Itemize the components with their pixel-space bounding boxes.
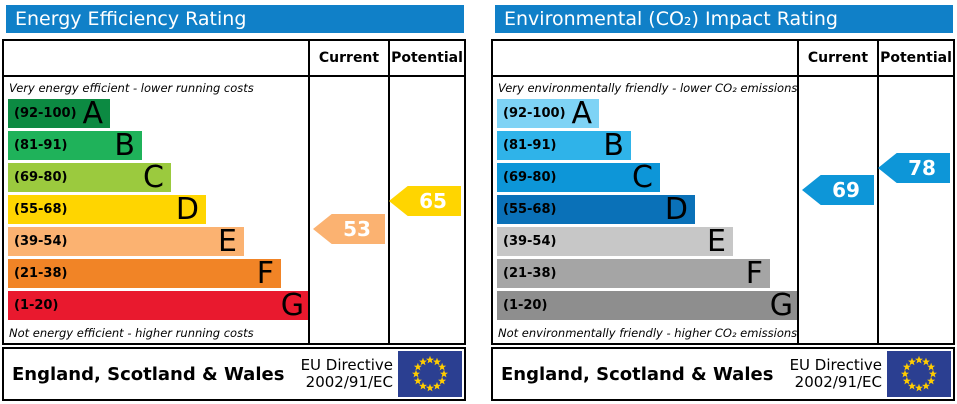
rating-table: Current Potential Very energy efficient … xyxy=(2,39,466,345)
band-range-label: (81-91) xyxy=(503,138,557,153)
band-row-c: (69-80) C xyxy=(497,160,660,195)
band-letter: F xyxy=(256,256,274,291)
current-column: 69 xyxy=(797,77,877,343)
panel-title: Energy Efficiency Rating xyxy=(6,5,464,33)
rating-table: Current Potential Very environmentally f… xyxy=(491,39,955,345)
panel-footer: England, Scotland & Wales EU Directive 2… xyxy=(491,347,955,401)
potential-rating-arrow: 65 xyxy=(389,186,461,216)
band-row-b: (81-91) B xyxy=(8,128,142,163)
band-row-e: (39-54) E xyxy=(8,224,244,259)
header-blank-cell xyxy=(4,41,308,77)
potential-column-header: Potential xyxy=(388,41,464,77)
band-range-label: (55-68) xyxy=(503,202,557,217)
band-row-a: (92-100) A xyxy=(497,96,599,131)
band-range-label: (39-54) xyxy=(14,234,68,249)
band-letter: E xyxy=(707,224,726,259)
top-note: Very environmentally friendly - lower CO… xyxy=(498,81,797,95)
region-label: England, Scotland & Wales xyxy=(12,363,285,385)
band-letter: D xyxy=(664,192,688,227)
bottom-note: Not energy efficient - higher running co… xyxy=(9,326,254,340)
potential-rating-value: 65 xyxy=(419,189,447,213)
band-range-label: (39-54) xyxy=(503,234,557,249)
band-range-label: (55-68) xyxy=(14,202,68,217)
band-list: (92-100) A (81-91) B (69-80) C (55-68) D (39-54)… xyxy=(493,96,797,323)
band-range-label: (81-91) xyxy=(14,138,68,153)
band-range-label: (21-38) xyxy=(503,266,557,281)
band-letter: C xyxy=(143,160,164,195)
band-letter: G xyxy=(280,288,304,323)
panel-title: Environmental (CO₂) Impact Rating xyxy=(495,5,953,33)
top-note: Very energy efficient - lower running co… xyxy=(9,81,254,95)
band-row-g: (1-20) G xyxy=(8,288,308,323)
current-column: 53 xyxy=(308,77,388,343)
current-rating-arrow: 53 xyxy=(313,214,385,244)
current-rating-arrow: 69 xyxy=(802,175,874,205)
band-letter: C xyxy=(632,160,653,195)
current-rating-value: 53 xyxy=(343,217,371,241)
band-list: (92-100) A (81-91) B (69-80) C (55-68) D (39-54)… xyxy=(4,96,308,323)
eu-directive-label: EU Directive 2002/91/EC xyxy=(301,357,398,391)
eu-flag-icon xyxy=(887,351,951,397)
potential-column-header: Potential xyxy=(877,41,953,77)
band-range-label: (21-38) xyxy=(14,266,68,281)
band-row-d: (55-68) D xyxy=(8,192,206,227)
band-ladder-area: Very environmentally friendly - lower CO… xyxy=(493,77,797,343)
band-range-label: (69-80) xyxy=(503,170,557,185)
current-rating-value: 69 xyxy=(832,178,860,202)
band-letter: B xyxy=(114,128,135,163)
band-letter: A xyxy=(82,96,103,131)
eu-directive-line1: EU Directive xyxy=(300,356,393,374)
band-range-label: (92-100) xyxy=(14,106,77,121)
potential-column: 78 xyxy=(877,77,953,343)
band-letter: E xyxy=(218,224,237,259)
eu-flag-icon xyxy=(398,351,462,397)
band-row-g: (1-20) G xyxy=(497,288,797,323)
band-ladder-area: Very energy efficient - lower running co… xyxy=(4,77,308,343)
eu-directive-line1: EU Directive xyxy=(789,356,882,374)
environmental-co2-impact-rating-panel: Environmental (CO₂) Impact Rating Curren… xyxy=(491,2,955,401)
potential-column: 65 xyxy=(388,77,464,343)
current-column-header: Current xyxy=(797,41,877,77)
band-range-label: (92-100) xyxy=(503,106,566,121)
band-row-e: (39-54) E xyxy=(497,224,733,259)
band-letter: G xyxy=(769,288,793,323)
band-range-label: (69-80) xyxy=(14,170,68,185)
band-letter: D xyxy=(175,192,199,227)
eu-directive-line2: 2002/91/EC xyxy=(794,373,882,391)
panel-footer: England, Scotland & Wales EU Directive 2… xyxy=(2,347,466,401)
band-range-label: (1-20) xyxy=(14,298,59,313)
band-row-b: (81-91) B xyxy=(497,128,631,163)
band-row-f: (21-38) F xyxy=(497,256,770,291)
band-row-d: (55-68) D xyxy=(497,192,695,227)
potential-rating-arrow: 78 xyxy=(878,153,950,183)
potential-rating-value: 78 xyxy=(908,156,936,180)
band-letter: B xyxy=(603,128,624,163)
band-range-label: (1-20) xyxy=(503,298,548,313)
band-letter: F xyxy=(745,256,763,291)
band-row-f: (21-38) F xyxy=(8,256,281,291)
header-blank-cell xyxy=(493,41,797,77)
band-letter: A xyxy=(571,96,592,131)
band-row-a: (92-100) A xyxy=(8,96,110,131)
bottom-note: Not environmentally friendly - higher CO… xyxy=(498,326,797,340)
energy-efficiency-rating-panel: Energy Efficiency Rating Current Potenti… xyxy=(2,2,466,401)
region-label: England, Scotland & Wales xyxy=(501,363,774,385)
band-row-c: (69-80) C xyxy=(8,160,171,195)
eu-directive-line2: 2002/91/EC xyxy=(305,373,393,391)
eu-directive-label: EU Directive 2002/91/EC xyxy=(790,357,887,391)
current-column-header: Current xyxy=(308,41,388,77)
